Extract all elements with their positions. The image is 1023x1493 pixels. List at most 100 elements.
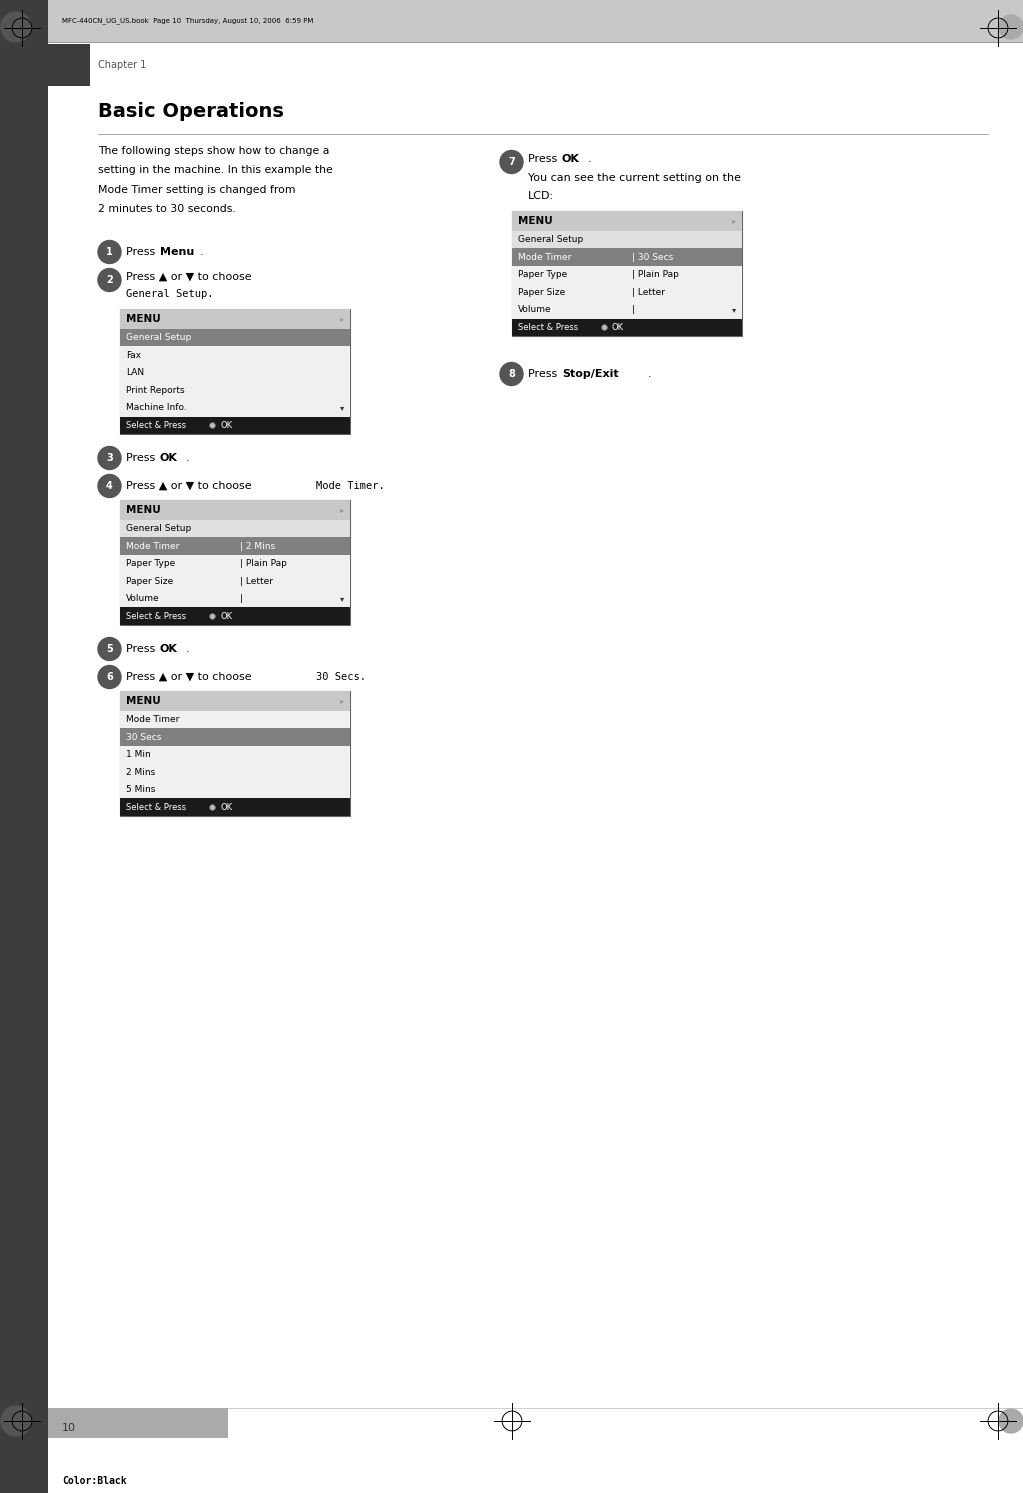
Text: General Setup: General Setup [126,333,191,342]
Circle shape [500,151,523,173]
Circle shape [1,1406,31,1436]
Circle shape [1,12,31,42]
Text: Mode Timer.: Mode Timer. [316,481,385,491]
Text: Press: Press [528,154,561,164]
Text: 1 Min: 1 Min [126,751,150,760]
Text: Press ▲ or ▼ to choose: Press ▲ or ▼ to choose [126,481,255,491]
Text: MENU: MENU [126,505,161,515]
Text: OK: OK [160,452,178,463]
Text: MENU: MENU [126,696,161,706]
Text: OK: OK [160,643,178,654]
Text: Paper Type: Paper Type [126,560,175,569]
Text: The following steps show how to change a: The following steps show how to change a [98,146,329,155]
Text: Fax: Fax [126,351,141,360]
Text: .: . [588,154,591,164]
FancyBboxPatch shape [120,417,350,434]
Text: 8: 8 [508,369,515,379]
Text: Select & Press: Select & Press [126,421,186,430]
Text: Press: Press [528,369,561,379]
Text: | Plain Pap: | Plain Pap [631,270,678,279]
FancyBboxPatch shape [120,520,350,537]
Text: 5 Mins: 5 Mins [126,785,155,794]
Text: |: | [239,594,242,603]
FancyBboxPatch shape [512,318,742,336]
Text: MFC-440CN_UG_US.book  Page 10  Thursday, August 10, 2006  6:59 PM: MFC-440CN_UG_US.book Page 10 Thursday, A… [62,16,313,24]
Text: OK: OK [220,803,232,812]
Text: | 2 Mins: | 2 Mins [239,542,275,551]
Text: 30 Secs.: 30 Secs. [316,672,366,682]
FancyBboxPatch shape [512,266,742,284]
Text: ▸: ▸ [340,315,344,324]
FancyBboxPatch shape [120,746,350,763]
FancyBboxPatch shape [120,537,350,555]
Circle shape [98,666,121,688]
Text: Mode Timer: Mode Timer [126,542,179,551]
FancyBboxPatch shape [120,590,350,608]
Text: Volume: Volume [126,594,160,603]
FancyBboxPatch shape [512,248,742,266]
FancyBboxPatch shape [120,711,350,729]
FancyBboxPatch shape [120,328,350,346]
FancyBboxPatch shape [120,500,350,520]
FancyBboxPatch shape [120,691,350,711]
Text: General Setup: General Setup [126,524,191,533]
FancyBboxPatch shape [48,0,1023,42]
FancyBboxPatch shape [120,781,350,799]
Text: 4: 4 [106,481,113,491]
Text: OK: OK [612,322,624,331]
FancyBboxPatch shape [120,399,350,417]
FancyBboxPatch shape [120,729,350,746]
Text: ▸: ▸ [731,216,737,225]
Text: Stop/Exit: Stop/Exit [562,369,619,379]
Text: | Letter: | Letter [631,288,665,297]
Text: Volume: Volume [518,305,551,314]
FancyBboxPatch shape [120,309,350,434]
Text: Press: Press [126,643,159,654]
Text: Press: Press [126,246,159,257]
Text: 10: 10 [62,1423,76,1433]
Text: Select & Press: Select & Press [518,322,578,331]
Text: LAN: LAN [126,369,144,378]
Circle shape [98,638,121,660]
FancyBboxPatch shape [512,302,742,318]
FancyBboxPatch shape [120,572,350,590]
Text: ▾: ▾ [340,403,344,412]
Text: General Setup: General Setup [518,236,583,245]
Text: Chapter 1: Chapter 1 [98,60,146,70]
Text: | 30 Secs: | 30 Secs [631,252,673,261]
FancyBboxPatch shape [0,0,48,1493]
FancyBboxPatch shape [512,211,742,231]
Text: ▸: ▸ [340,506,344,515]
FancyBboxPatch shape [120,500,350,626]
Text: Paper Size: Paper Size [126,576,173,585]
Text: Press ▲ or ▼ to choose: Press ▲ or ▼ to choose [126,272,252,282]
Text: ▾: ▾ [731,305,737,314]
Text: Select & Press: Select & Press [126,803,186,812]
Text: | Letter: | Letter [239,576,272,585]
Text: .: . [186,643,189,654]
Text: Menu: Menu [160,246,194,257]
FancyBboxPatch shape [120,763,350,781]
Text: setting in the machine. In this example the: setting in the machine. In this example … [98,166,332,176]
Text: OK: OK [220,421,232,430]
FancyBboxPatch shape [512,284,742,302]
Text: .: . [648,369,652,379]
FancyBboxPatch shape [48,1408,228,1438]
Text: OK: OK [220,612,232,621]
Text: Paper Type: Paper Type [518,270,567,279]
Text: ▾: ▾ [340,594,344,603]
FancyBboxPatch shape [120,364,350,382]
Text: 2 minutes to 30 seconds.: 2 minutes to 30 seconds. [98,205,235,215]
Text: Machine Info.: Machine Info. [126,403,187,412]
Text: Print Reports: Print Reports [126,385,184,394]
Text: 1: 1 [106,246,113,257]
Circle shape [98,446,121,469]
Text: OK: OK [562,154,580,164]
Text: 2: 2 [106,275,113,285]
Text: | Plain Pap: | Plain Pap [239,560,286,569]
Text: MENU: MENU [518,216,552,225]
Text: Press ▲ or ▼ to choose: Press ▲ or ▼ to choose [126,672,255,682]
Text: Select & Press: Select & Press [126,612,186,621]
Text: LCD:: LCD: [528,191,554,202]
Text: 30 Secs: 30 Secs [126,733,162,742]
